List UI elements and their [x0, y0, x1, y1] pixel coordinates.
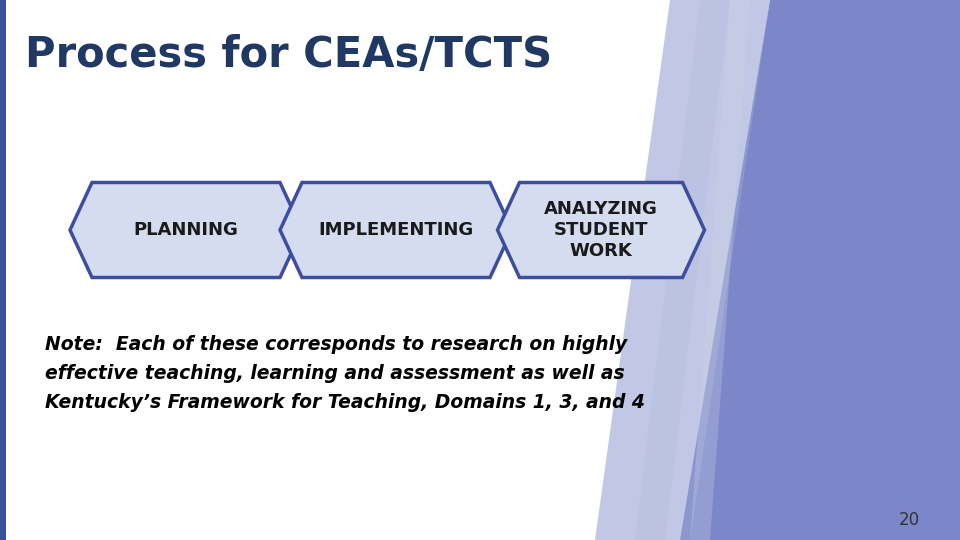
- Polygon shape: [70, 183, 302, 278]
- Polygon shape: [680, 0, 960, 540]
- Polygon shape: [635, 0, 730, 540]
- Text: 20: 20: [899, 511, 920, 529]
- Polygon shape: [0, 0, 6, 540]
- Text: PLANNING: PLANNING: [133, 221, 238, 239]
- Polygon shape: [690, 0, 750, 540]
- Text: IMPLEMENTING: IMPLEMENTING: [319, 221, 473, 239]
- Text: Process for CEAs/TCTS: Process for CEAs/TCTS: [25, 34, 552, 76]
- Polygon shape: [280, 183, 512, 278]
- Text: ANALYZING
STUDENT
WORK: ANALYZING STUDENT WORK: [544, 200, 658, 260]
- Polygon shape: [595, 0, 770, 540]
- Text: Note:  Each of these corresponds to research on highly
effective teaching, learn: Note: Each of these corresponds to resea…: [45, 335, 645, 411]
- Polygon shape: [497, 183, 705, 278]
